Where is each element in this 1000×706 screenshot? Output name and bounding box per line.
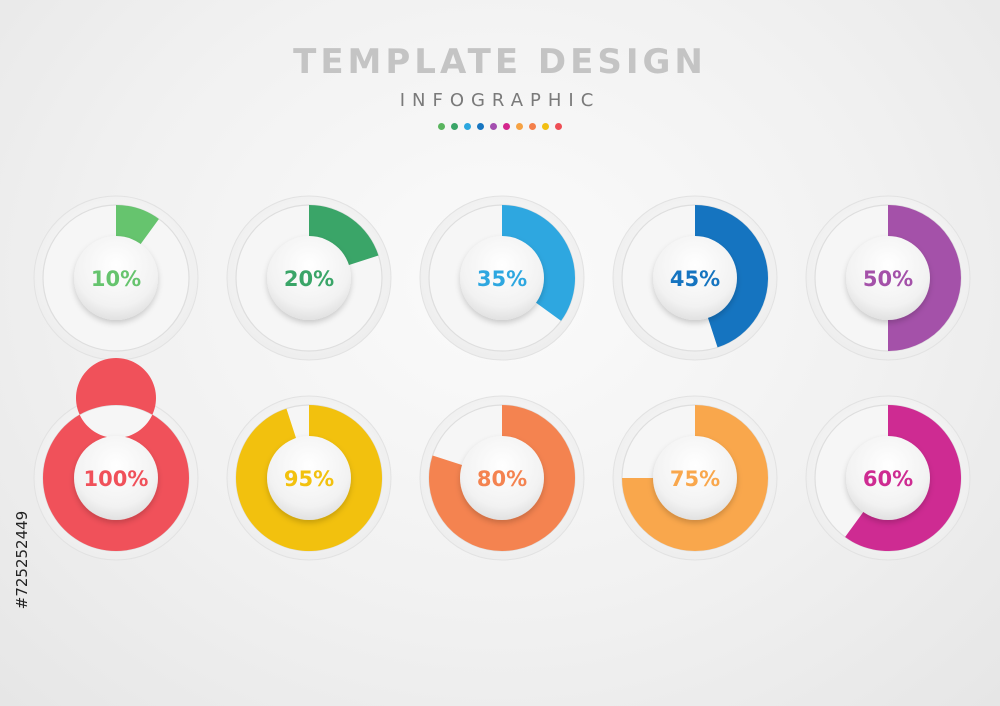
ring-percent-label: 95% — [284, 467, 334, 491]
ring-progress-arc — [845, 405, 961, 551]
ring-percent-label: 35% — [477, 267, 527, 291]
ring-center-disc — [74, 436, 158, 520]
ring-percent-label: 60% — [863, 467, 913, 491]
color-dot — [542, 123, 549, 130]
progress-ring: 75% — [612, 395, 778, 561]
color-dot — [477, 123, 484, 130]
ring-center-disc — [653, 236, 737, 320]
ring-percent-label: 75% — [670, 467, 720, 491]
progress-ring: 95% — [226, 395, 392, 561]
ring-percent-label: 20% — [284, 267, 334, 291]
ring-center-disc — [460, 436, 544, 520]
ring-percent-label: 10% — [91, 267, 141, 291]
ring-center-disc — [74, 236, 158, 320]
ring-progress-arc — [116, 205, 159, 246]
color-dot — [451, 123, 458, 130]
stock-id-label: #725252449 — [13, 510, 31, 610]
page-title: TEMPLATE DESIGN — [293, 42, 707, 82]
ring-progress-arc — [236, 405, 382, 551]
color-dot — [555, 123, 562, 130]
progress-ring: 10% — [33, 195, 199, 361]
ring-percent-label: 50% — [863, 267, 913, 291]
color-dot — [464, 123, 471, 130]
ring-percent-label: 45% — [670, 267, 720, 291]
progress-ring: 80% — [419, 395, 585, 561]
ring-center-disc — [653, 436, 737, 520]
ring-progress-arc — [502, 205, 575, 321]
color-dot — [516, 123, 523, 130]
progress-ring: 100% — [33, 357, 199, 561]
ring-percent-label: 80% — [477, 467, 527, 491]
progress-ring: 20% — [226, 195, 392, 361]
color-dot — [490, 123, 497, 130]
ring-progress-arc — [309, 205, 379, 266]
ring-center-disc — [267, 236, 351, 320]
page-subtitle: INFOGRAPHIC — [399, 90, 601, 111]
ring-percent-label: 100% — [84, 467, 149, 491]
progress-ring: 35% — [419, 195, 585, 361]
color-dot — [529, 123, 536, 130]
color-dot — [438, 123, 445, 130]
progress-ring: 60% — [805, 395, 971, 561]
ring-center-disc — [846, 436, 930, 520]
ring-center-disc — [460, 236, 544, 320]
color-dot — [503, 123, 510, 130]
ring-center-disc — [267, 436, 351, 520]
ring-progress-arc — [622, 405, 768, 551]
stock-id-label-wrap: #725252449 — [0, 480, 44, 640]
ring-progress-arc — [429, 405, 575, 551]
color-dot-row — [0, 123, 1000, 130]
progress-ring: 45% — [612, 195, 778, 361]
ring-center-disc — [846, 236, 930, 320]
progress-ring: 50% — [805, 195, 971, 361]
